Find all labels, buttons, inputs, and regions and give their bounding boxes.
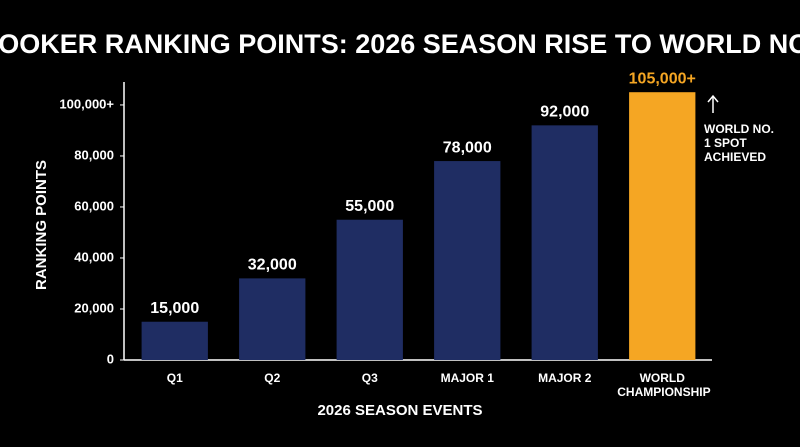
value-label: 32,000: [248, 257, 297, 274]
value-label: 92,000: [540, 104, 589, 121]
bar: [629, 92, 696, 360]
y-tick-label: 40,000: [74, 249, 114, 264]
bar: [336, 219, 403, 360]
y-tick-label: 100,000+: [59, 96, 114, 111]
bar: [434, 161, 501, 360]
x-tick-label: MAJOR 2: [538, 371, 592, 385]
x-tick-label: Q3: [361, 371, 378, 385]
y-tick-label: 0: [107, 351, 114, 366]
y-axis-label: RANKING POINTS: [33, 160, 50, 290]
x-tick-label: WORLD CHAMPIONSHIP: [617, 371, 711, 399]
x-tick-label: Q2: [264, 371, 281, 385]
annotation-arrowhead: [707, 94, 719, 103]
y-tick-label: 60,000: [74, 198, 114, 213]
annotation: WORLD NO. 1 SPOT ACHIEVED: [704, 122, 774, 164]
y-tick-label: 20,000: [74, 300, 114, 315]
x-tick-label: Q1: [166, 371, 183, 385]
value-label: 55,000: [345, 198, 394, 215]
value-label: 15,000: [150, 300, 199, 317]
value-label: 78,000: [443, 139, 492, 156]
bar: [239, 278, 306, 360]
bar: [531, 125, 598, 361]
x-tick-label: MAJOR 1: [440, 371, 494, 385]
bar: [141, 321, 208, 360]
y-tick-label: 80,000: [74, 147, 114, 162]
value-label: 105,000+: [629, 70, 696, 87]
x-axis-label: 2026 SEASON EVENTS: [317, 402, 482, 419]
chart-title: SNOOKER RANKING POINTS: 2026 SEASON RISE…: [0, 29, 800, 59]
